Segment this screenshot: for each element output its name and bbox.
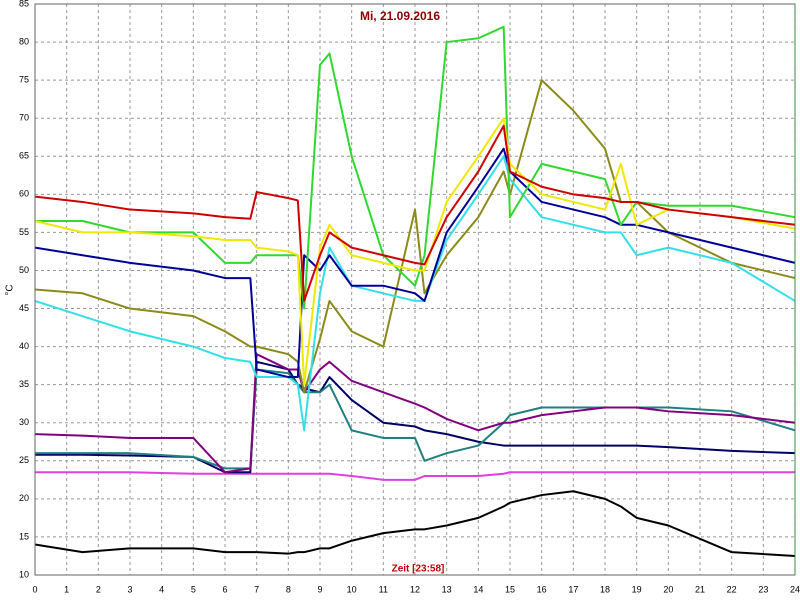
x-tick-label: 16	[537, 584, 547, 594]
y-tick-label: 60	[19, 189, 29, 199]
series-line	[34, 155, 796, 432]
x-tick-label: 22	[727, 584, 737, 594]
y-tick-label: 15	[19, 531, 29, 541]
series-line	[35, 360, 796, 474]
x-tick-label: 4	[159, 584, 164, 594]
y-tick-label: 35	[19, 379, 29, 389]
y-tick-label: 25	[19, 455, 29, 465]
y-tick-label: 80	[19, 36, 29, 46]
series-line	[34, 124, 796, 302]
x-tick-label: 20	[663, 584, 673, 594]
x-tick-label: 0	[32, 584, 37, 594]
lines	[34, 25, 796, 557]
series-line	[35, 471, 795, 481]
series-line	[34, 353, 796, 474]
series-line	[34, 79, 796, 394]
series-line	[34, 117, 796, 386]
x-tick-label: 21	[695, 584, 705, 594]
y-tick-label: 55	[19, 227, 29, 237]
x-tick-label: 2	[96, 584, 101, 594]
series-line	[34, 147, 796, 379]
series-line	[34, 490, 796, 557]
y-tick-label: 85	[19, 0, 29, 8]
y-tick-label: 75	[19, 75, 29, 85]
y-tick-label: 30	[19, 417, 29, 427]
y-tick-label: 45	[19, 303, 29, 313]
y-axis-label: °C	[5, 284, 16, 295]
y-tick-label: 10	[19, 569, 29, 579]
x-tick-label: 23	[758, 584, 768, 594]
series-line	[35, 25, 796, 310]
y-tick-label: 65	[19, 151, 29, 161]
x-tick-label: 17	[568, 584, 578, 594]
x-axis-label: Zeit [23:58]	[392, 564, 445, 575]
x-tick-label: 3	[127, 584, 132, 594]
plot-border	[34, 3, 796, 576]
chart-title: Mi, 21.09.2016	[360, 9, 440, 23]
x-tick-label: 9	[317, 584, 322, 594]
x-tick-label: 24	[790, 584, 800, 594]
y-tick-label: 20	[19, 493, 29, 503]
x-tick-label: 7	[254, 584, 259, 594]
y-tick-label: 50	[19, 265, 29, 275]
x-tick-label: 15	[505, 584, 515, 594]
x-tick-label: 10	[347, 584, 357, 594]
x-tick-label: 12	[410, 584, 420, 594]
x-tick-label: 14	[473, 584, 483, 594]
x-tick-label: 1	[64, 584, 69, 594]
x-tick-label: 18	[600, 584, 610, 594]
x-tick-label: 5	[191, 584, 196, 594]
y-tick-label: 40	[19, 341, 29, 351]
x-tick-label: 11	[379, 584, 388, 594]
x-tick-label: 19	[632, 584, 642, 594]
x-tick-label: 6	[222, 584, 227, 594]
y-tick-label: 70	[19, 113, 29, 123]
x-tick-label: 13	[442, 584, 452, 594]
x-tick-label: 8	[286, 584, 291, 594]
